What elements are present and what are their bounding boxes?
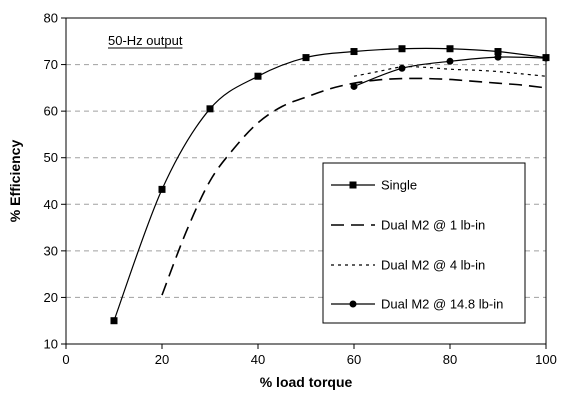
- marker-square: [302, 54, 310, 62]
- marker-circle: [542, 54, 550, 62]
- marker-circle: [398, 64, 406, 72]
- marker-circle: [494, 53, 502, 61]
- legend-entries: Single Dual M2 @ 1 lb-in Dual M2 @ 4 lb-in…: [331, 178, 503, 312]
- marker-square: [349, 181, 357, 189]
- x-tick-label: 20: [155, 352, 169, 367]
- x-axis-ticks: 0 20 40 60 80 100: [62, 344, 557, 367]
- x-tick-label: 60: [347, 352, 361, 367]
- legend-label: Dual M2 @ 1 lb-in: [381, 218, 485, 233]
- marker-square: [254, 72, 262, 80]
- y-tick-label: 40: [44, 197, 58, 212]
- y-tick-label: 70: [44, 57, 58, 72]
- annotation-text: 50-Hz output: [108, 33, 183, 48]
- series-line-0: [113, 47, 547, 321]
- marker-square: [206, 105, 214, 113]
- x-tick-label: 100: [535, 352, 557, 367]
- series-lines: [110, 45, 550, 325]
- y-tick-label: 50: [44, 150, 58, 165]
- legend-entry-3: Dual M2 @ 14.8 lb-in: [331, 297, 503, 312]
- legend-entry-0: Single: [331, 178, 417, 193]
- marker-square: [350, 48, 358, 56]
- series-2: [353, 66, 547, 77]
- marker-square: [110, 317, 118, 325]
- y-tick-label: 80: [44, 11, 58, 26]
- x-tick-label: 40: [251, 352, 265, 367]
- x-tick-label: 0: [62, 352, 69, 367]
- legend-label: Dual M2 @ 4 lb-in: [381, 258, 485, 273]
- legend-entry-2: Dual M2 @ 4 lb-in: [331, 258, 485, 273]
- marker-circle: [350, 82, 358, 90]
- y-tick-label: 60: [44, 104, 58, 119]
- series-3: [350, 53, 550, 90]
- annotation: 50-Hz output: [108, 33, 183, 49]
- marker-square: [446, 45, 454, 53]
- y-tick-label: 10: [44, 337, 58, 352]
- legend-label: Single: [381, 178, 417, 193]
- y-axis-ticks: 10 20 30 40 50 60 70 80: [44, 11, 66, 352]
- marker-square: [398, 45, 406, 53]
- legend: Single Dual M2 @ 1 lb-in Dual M2 @ 4 lb-in…: [322, 162, 526, 324]
- marker-circle: [349, 300, 357, 308]
- marker-circle: [446, 57, 454, 65]
- y-tick-label: 20: [44, 290, 58, 305]
- legend-entry-1: Dual M2 @ 1 lb-in: [331, 218, 485, 233]
- marker-square: [494, 48, 502, 56]
- series-line-2: [353, 66, 547, 77]
- x-axis-title: % load torque: [260, 374, 353, 390]
- x-tick-label: 80: [443, 352, 457, 367]
- y-axis-title: % Efficiency: [7, 140, 23, 223]
- plot-area-frame: [65, 17, 547, 345]
- y-tick-label: 30: [44, 243, 58, 258]
- legend-label: Dual M2 @ 14.8 lb-in: [381, 297, 503, 312]
- legend-box: [322, 162, 526, 324]
- marker-square: [158, 185, 166, 193]
